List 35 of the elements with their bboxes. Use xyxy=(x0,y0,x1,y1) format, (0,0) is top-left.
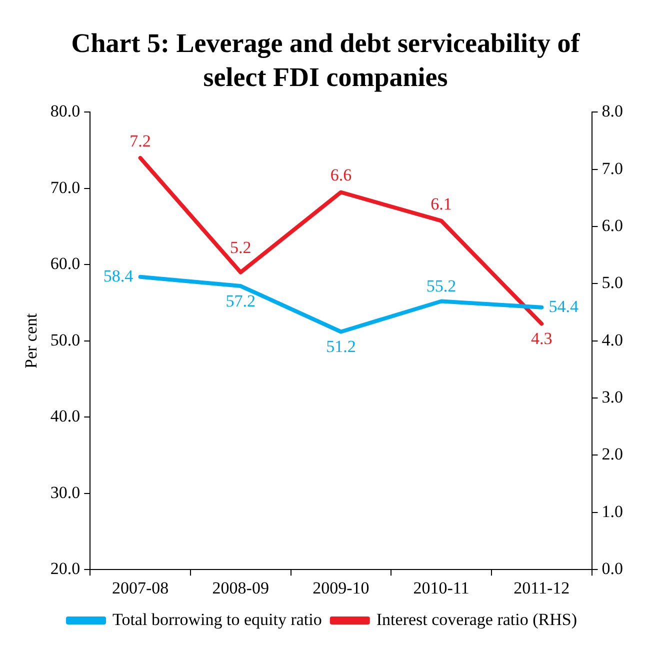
x-tick-label: 2010-11 xyxy=(413,578,470,598)
data-label: 5.2 xyxy=(230,238,252,257)
y-axis-title: Per cent xyxy=(22,313,41,369)
data-label: 6.6 xyxy=(330,166,352,185)
y-tick-label: 40.0 xyxy=(50,406,80,426)
legend-label: Interest coverage ratio (RHS) xyxy=(376,610,578,629)
y-tick-label: 80.0 xyxy=(50,102,80,121)
x-tick-label: 2011-12 xyxy=(514,578,570,598)
y-tick-label: 30.0 xyxy=(50,482,80,502)
y2-tick-label: 4.0 xyxy=(602,330,623,350)
y2-tick-label: 8.0 xyxy=(602,102,623,121)
legend-label: Total borrowing to equity ratio xyxy=(112,610,322,629)
y2-tick-label: 1.0 xyxy=(602,502,623,521)
y2-tick-label: 0.0 xyxy=(602,559,623,578)
data-label: 58.4 xyxy=(103,266,134,286)
y2-tick-label: 2.0 xyxy=(602,444,623,464)
x-tick-label: 2007-08 xyxy=(112,578,169,598)
data-label: 7.2 xyxy=(130,131,151,150)
y-tick-label: 50.0 xyxy=(50,330,80,350)
y-tick-label: 70.0 xyxy=(50,178,80,197)
x-tick-label: 2009-10 xyxy=(312,578,370,598)
x-tick-label: 2008-09 xyxy=(212,578,269,598)
data-label: 55.2 xyxy=(426,276,456,296)
data-label: 4.3 xyxy=(530,329,552,348)
data-label: 57.2 xyxy=(226,291,256,310)
y-tick-label: 60.0 xyxy=(50,254,80,274)
data-label: 54.4 xyxy=(548,296,579,316)
chart-title: Chart 5: Leverage and debt serviceability of select FDI companies xyxy=(70,27,581,94)
y-tick-label: 20.0 xyxy=(50,559,80,578)
data-label: 6.1 xyxy=(430,194,452,214)
y2-tick-label: 5.0 xyxy=(602,273,623,292)
data-label: 51.2 xyxy=(326,337,356,356)
y2-tick-label: 7.0 xyxy=(602,158,623,178)
y2-tick-label: 6.0 xyxy=(602,216,623,236)
y2-tick-label: 3.0 xyxy=(602,388,623,407)
